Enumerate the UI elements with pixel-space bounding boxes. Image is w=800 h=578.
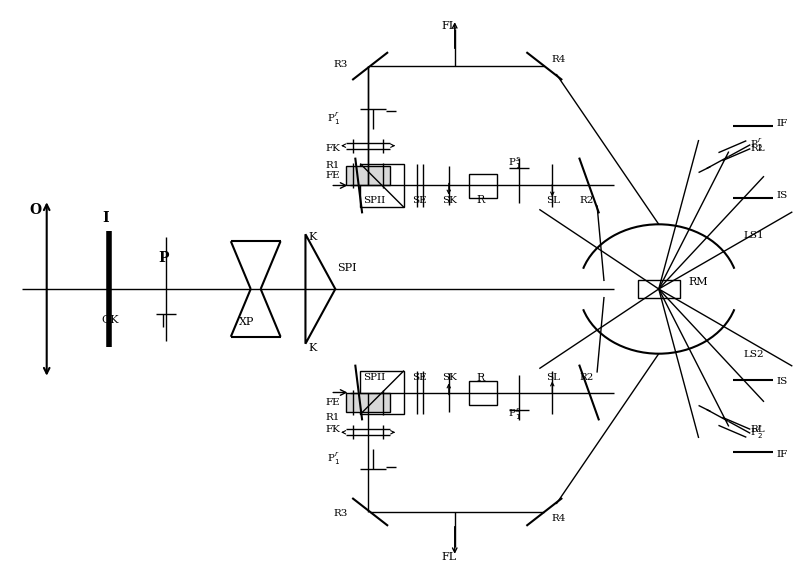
Text: P$_1^s$: P$_1^s$ — [509, 156, 522, 171]
Text: SK: SK — [442, 373, 457, 382]
Text: R: R — [477, 373, 485, 383]
Text: R2: R2 — [579, 373, 594, 382]
Text: P$_2^r$: P$_2^r$ — [750, 136, 763, 153]
Text: SE: SE — [412, 373, 426, 382]
Text: I: I — [102, 212, 109, 225]
Text: IS: IS — [776, 377, 787, 386]
Text: R2: R2 — [579, 196, 594, 205]
Text: K: K — [309, 232, 317, 242]
Bar — [638, 280, 680, 298]
Bar — [469, 380, 497, 405]
Text: FL: FL — [442, 552, 456, 562]
Text: SPII: SPII — [363, 196, 386, 205]
Bar — [469, 173, 497, 198]
Text: FK: FK — [326, 144, 340, 153]
Text: OK: OK — [102, 315, 119, 325]
Text: P$_1^s$: P$_1^s$ — [509, 407, 522, 422]
Text: XP: XP — [238, 317, 254, 327]
Text: IF: IF — [776, 119, 787, 128]
Bar — [346, 392, 390, 413]
Text: FE: FE — [326, 398, 340, 407]
Text: O: O — [30, 203, 42, 217]
Text: R3: R3 — [334, 60, 348, 69]
Text: SPI: SPI — [338, 263, 357, 273]
Text: R1: R1 — [326, 413, 340, 422]
Text: P$_1^r$: P$_1^r$ — [327, 111, 340, 127]
Text: RM: RM — [689, 277, 708, 287]
Text: R3: R3 — [334, 509, 348, 518]
Text: R4: R4 — [551, 54, 566, 64]
Text: FE: FE — [326, 171, 340, 180]
Bar — [360, 164, 404, 208]
Text: FK: FK — [326, 425, 340, 434]
Polygon shape — [306, 234, 335, 344]
Bar — [346, 165, 390, 186]
Text: P$_2^r$: P$_2^r$ — [750, 425, 763, 442]
Text: R4: R4 — [551, 514, 566, 524]
Text: K: K — [309, 343, 317, 353]
Text: IS: IS — [776, 191, 787, 200]
Text: IF: IF — [776, 450, 787, 459]
Text: FL: FL — [442, 21, 456, 31]
Text: SPII: SPII — [363, 373, 386, 382]
Text: R: R — [477, 195, 485, 205]
Text: RL: RL — [750, 144, 765, 153]
Bar — [360, 370, 404, 414]
Text: R1: R1 — [326, 161, 340, 170]
Text: RL: RL — [750, 425, 765, 434]
Text: SL: SL — [546, 373, 560, 382]
Text: LS2: LS2 — [743, 350, 764, 359]
Text: SL: SL — [546, 196, 560, 205]
Text: SE: SE — [412, 196, 426, 205]
Text: P$_1^r$: P$_1^r$ — [327, 451, 340, 467]
Text: P: P — [158, 251, 169, 265]
Text: SK: SK — [442, 196, 457, 205]
Text: LS1: LS1 — [743, 231, 764, 240]
